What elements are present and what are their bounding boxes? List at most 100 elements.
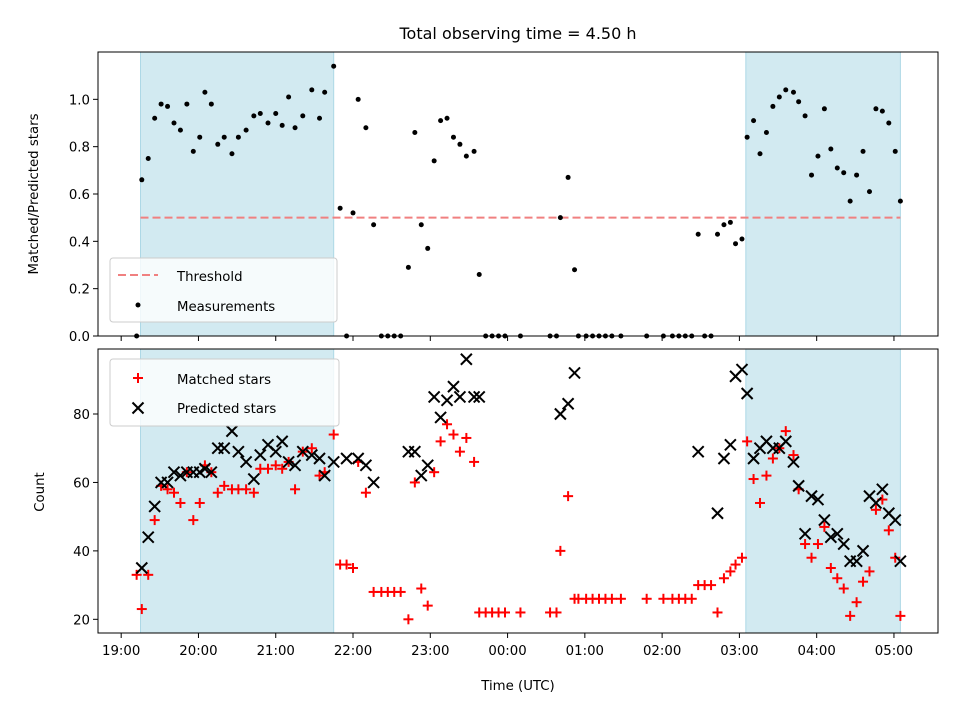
x-tick-label: 20:00 (179, 644, 217, 659)
predicted-star-point (779, 435, 792, 448)
measurement-point (471, 148, 477, 154)
predicted-star-point (811, 493, 825, 506)
measurement-point (337, 205, 343, 211)
y-tick-label: 0.6 (69, 188, 90, 203)
measurement-point (177, 127, 183, 133)
matched-star-point (175, 497, 186, 508)
top-shaded-regions (140, 52, 901, 336)
predicted-star-point (359, 459, 373, 472)
x-tick-label: 23:00 (411, 644, 449, 659)
matched-star-points (131, 419, 906, 625)
matched-star-point (706, 580, 717, 591)
matched-star-point (442, 419, 453, 430)
top-x-ticks (120, 336, 895, 341)
measurement-point (565, 174, 571, 180)
marker-stroke (261, 438, 275, 452)
measurement-point (251, 113, 257, 119)
measurement-point (229, 151, 235, 157)
legend-matched-swatch (133, 373, 143, 383)
matched-star-point (780, 426, 791, 437)
marker-stroke (824, 530, 838, 544)
predicted-star-point (269, 445, 282, 458)
measurement-point (145, 156, 151, 161)
shaded-region (745, 52, 901, 336)
marker-stroke (282, 455, 295, 469)
x-tick-label: 00:00 (488, 644, 526, 659)
marker-stroke (568, 366, 581, 380)
measurement-point (425, 245, 431, 251)
measurement-point (715, 231, 721, 237)
predicted-star-point (869, 496, 883, 510)
marker-stroke (724, 438, 737, 452)
y-tick-label: 40 (73, 545, 90, 560)
matched-star-point (263, 463, 274, 474)
marker-stroke (351, 452, 365, 465)
predicted-star-point (554, 407, 567, 421)
matched-star-point (641, 593, 652, 604)
measurement-point (438, 118, 444, 124)
x-tick-label: 22:00 (334, 644, 372, 659)
predicted-star-point (225, 424, 239, 438)
marker-stroke (427, 390, 441, 404)
measurement-point (139, 177, 145, 183)
measurement-point (892, 148, 898, 154)
measurement-points (134, 63, 903, 339)
predicted-star-point (824, 530, 838, 544)
matched-star-point (806, 552, 817, 563)
measurement-point (257, 111, 263, 117)
matched-star-point (712, 607, 723, 618)
legend-threshold-label: Threshold (176, 270, 243, 285)
predicted-star-point (805, 489, 818, 503)
y-tick-label: 60 (73, 476, 90, 491)
marker-stroke (856, 544, 870, 558)
legend-measurements-swatch (135, 302, 141, 308)
matched-star-point (615, 593, 626, 604)
measurement-point (322, 89, 328, 95)
measurement-point (739, 236, 745, 242)
predicted-star-point (711, 507, 724, 520)
measurement-point (158, 101, 164, 107)
matched-star-point (551, 607, 562, 618)
marker-stroke (296, 445, 309, 458)
marker-stroke (225, 424, 239, 438)
predicted-star-point (856, 544, 870, 558)
marker-stroke (367, 476, 380, 489)
marker-stroke (473, 390, 486, 404)
matched-star-point (416, 583, 427, 594)
bottom-x-ticks: 19:00 20:00 21:00 22:00 23:00 00:00 01:00 02:00… (102, 633, 913, 659)
marker-stroke (327, 455, 340, 469)
measurement-point (796, 99, 802, 105)
predicted-star-point (367, 476, 380, 489)
matched-star-point (800, 539, 811, 550)
matched-star-point (409, 477, 420, 488)
predicted-star-point (205, 465, 218, 479)
predicted-star-point (427, 390, 441, 404)
measurement-point (802, 113, 808, 119)
marker-stroke (691, 445, 705, 458)
marker-stroke (792, 479, 805, 493)
marker-stroke (161, 476, 174, 489)
measurement-point (557, 215, 563, 221)
matched-star-point (270, 460, 281, 471)
measurement-point (171, 120, 177, 126)
marker-stroke (453, 390, 467, 404)
bottom-panel-frame (97, 348, 939, 634)
marker-stroke (882, 507, 896, 520)
predicted-star-point (889, 513, 902, 527)
legend-predicted-label: Predicted stars (177, 402, 276, 417)
measurement-point (828, 146, 834, 152)
x-tick-label: 03:00 (720, 644, 758, 659)
measurement-point (873, 106, 879, 112)
predicted-star-point (798, 527, 812, 540)
measurement-point (273, 111, 279, 117)
measurement-point (350, 210, 356, 216)
marker-stroke (218, 442, 231, 455)
matched-star-point (194, 497, 205, 508)
bottom-y-ticks: 20 40 60 80 (73, 408, 98, 628)
matched-star-point (832, 573, 843, 584)
measurement-point (309, 87, 315, 93)
matched-star-point (742, 436, 753, 447)
predicted-star-point (787, 455, 800, 469)
marker-stroke (167, 465, 181, 479)
predicted-star-point (421, 459, 434, 472)
